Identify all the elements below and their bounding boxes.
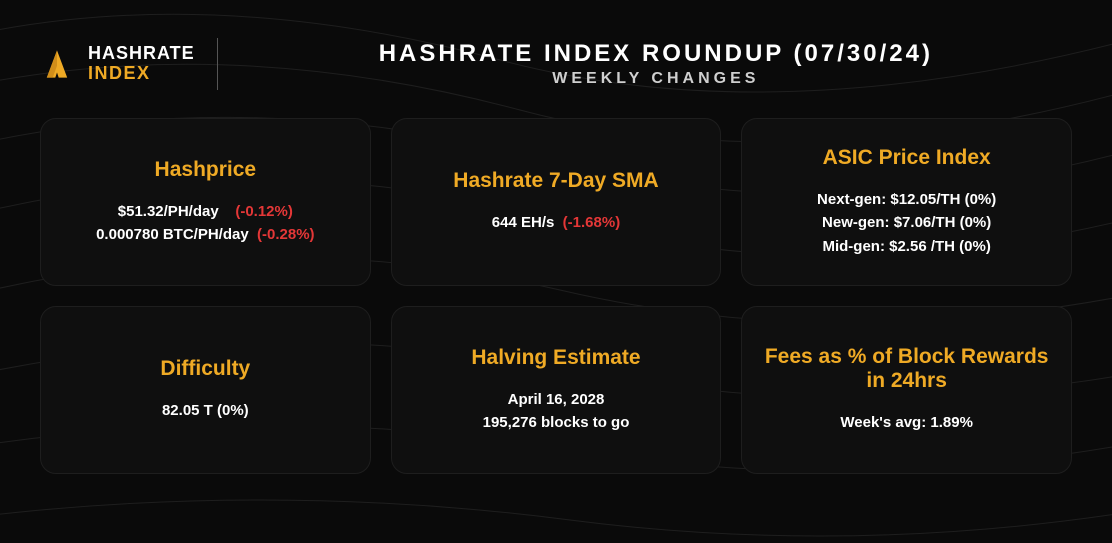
card-halving: Halving Estimate April 16, 2028 195,276 …	[391, 306, 722, 474]
card-asic: ASIC Price Index Next-gen: $12.05/TH (0%…	[741, 118, 1072, 286]
difficulty-value: 82.05 T (0%)	[63, 399, 348, 422]
logo-text-index: INDEX	[88, 64, 195, 84]
hashprice-btc-value: 0.000780 BTC/PH/day	[96, 226, 249, 243]
fees-value: Week's avg: 1.89%	[764, 411, 1049, 434]
halving-blocks: 195,276 blocks to go	[414, 411, 699, 434]
asic-new-gen: New-gen: $7.06/TH (0%)	[764, 211, 1049, 234]
card-difficulty: Difficulty 82.05 T (0%)	[40, 306, 371, 474]
card-title-hashprice: Hashprice	[63, 158, 348, 182]
card-fees: Fees as % of Block Rewards in 24hrs Week…	[741, 306, 1072, 474]
card-hashprice: Hashprice $51.32/PH/day (-0.12%) 0.00078…	[40, 118, 371, 286]
hashrate-value: 644 EH/s	[492, 214, 555, 231]
header: HASHRATE INDEX HASHRATE INDEX ROUNDUP (0…	[40, 38, 1072, 90]
logo-icon	[40, 47, 74, 81]
asic-next-gen: Next-gen: $12.05/TH (0%)	[764, 188, 1049, 211]
card-title-difficulty: Difficulty	[63, 357, 348, 381]
asic-mid-gen: Mid-gen: $2.56 /TH (0%)	[764, 235, 1049, 258]
subtitle: WEEKLY CHANGES	[240, 70, 1072, 88]
logo-text-hashrate: HASHRATE	[88, 44, 195, 64]
card-title-asic: ASIC Price Index	[764, 146, 1049, 170]
card-title-halving: Halving Estimate	[414, 346, 699, 370]
hashprice-btc-change: (-0.28%)	[257, 226, 315, 243]
main-title: HASHRATE INDEX ROUNDUP (07/30/24)	[240, 40, 1072, 68]
hashrate-change: (-1.68%)	[563, 214, 621, 231]
hashprice-usd-value: $51.32/PH/day	[118, 203, 219, 220]
card-title-hashrate: Hashrate 7-Day SMA	[414, 169, 699, 193]
card-title-fees: Fees as % of Block Rewards in 24hrs	[764, 345, 1049, 393]
header-divider	[217, 38, 218, 90]
halving-date: April 16, 2028	[414, 388, 699, 411]
cards-grid: Hashprice $51.32/PH/day (-0.12%) 0.00078…	[40, 118, 1072, 474]
hashprice-usd-change: (-0.12%)	[235, 203, 293, 220]
logo: HASHRATE INDEX	[40, 44, 195, 84]
card-hashrate: Hashrate 7-Day SMA 644 EH/s (-1.68%)	[391, 118, 722, 286]
